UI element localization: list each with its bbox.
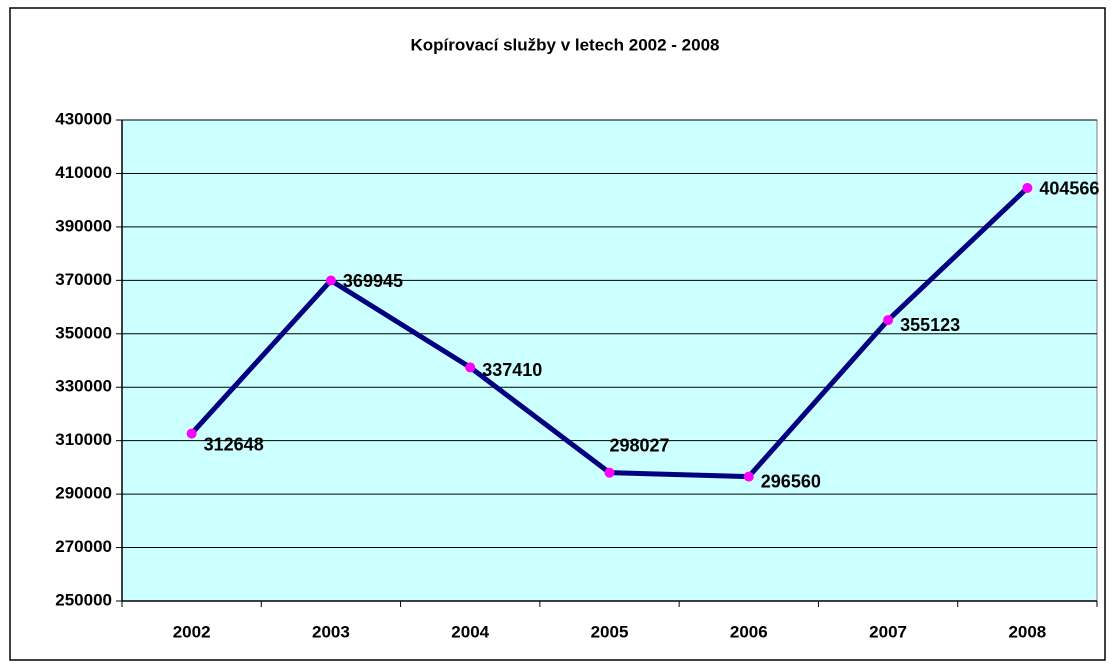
y-tick-label: 370000 [55,270,112,289]
data-label: 298027 [610,435,670,455]
x-tick-label: 2005 [591,622,629,641]
data-point [465,362,476,373]
data-label: 369945 [343,271,403,291]
x-tick-label: 2007 [869,622,907,641]
y-tick-label: 390000 [55,216,112,235]
x-tick-label: 2002 [173,622,211,641]
y-tick-label: 410000 [55,163,112,182]
x-tick-label: 2008 [1008,622,1046,641]
data-point [604,467,615,478]
data-point [325,275,336,286]
y-tick-label: 350000 [55,323,112,342]
x-tick-label: 2006 [730,622,768,641]
data-label: 312648 [204,434,264,454]
data-point [743,471,754,482]
x-tick-label: 2004 [451,622,489,641]
y-tick-label: 270000 [55,537,112,556]
chart-title: Kopírovací služby v letech 2002 - 2008 [411,35,720,54]
x-tick-label: 2003 [312,622,350,641]
plot-area [121,119,1098,602]
y-tick-label: 310000 [55,430,112,449]
y-tick-label: 250000 [55,590,112,609]
data-label: 337410 [482,360,542,380]
y-tick-label: 430000 [55,109,112,128]
data-point [1022,182,1033,193]
data-label: 355123 [900,315,960,335]
data-label: 296560 [761,471,821,491]
data-point [186,428,197,439]
y-tick-label: 290000 [55,484,112,503]
data-label: 404566 [1039,179,1099,199]
data-point [883,315,894,326]
y-tick-label: 330000 [55,377,112,396]
